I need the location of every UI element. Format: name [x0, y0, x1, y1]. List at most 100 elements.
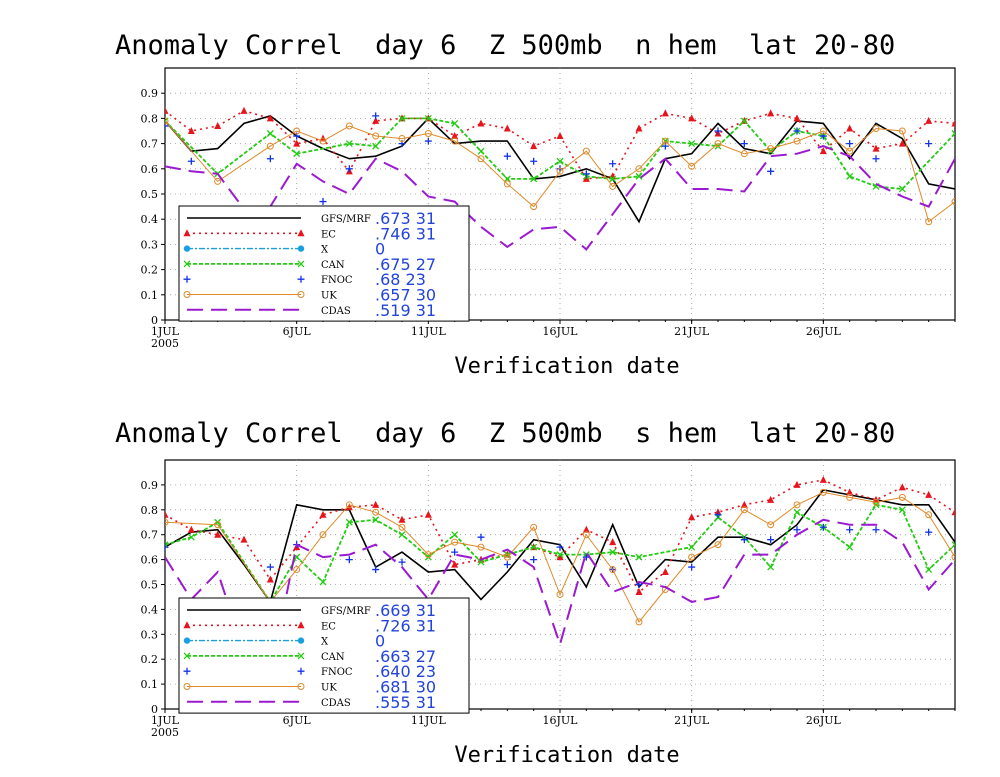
data-point: [714, 140, 722, 148]
data-point: [556, 167, 564, 175]
legend-marker: [183, 291, 191, 298]
legend-entry: UK .681 30: [183, 678, 436, 697]
series-line: [165, 518, 955, 676]
data-point: [740, 117, 748, 125]
data-point: [451, 560, 459, 568]
data-point: [451, 137, 459, 145]
data-point: [266, 563, 274, 571]
data-point: [819, 488, 827, 496]
data-point: [714, 511, 722, 519]
x-tick-label: 21JUL: [674, 714, 710, 727]
legend-marker: [297, 637, 305, 644]
series-line: [165, 120, 955, 223]
data-point: [372, 516, 380, 524]
data-point: [582, 170, 590, 178]
data-point: [530, 175, 538, 183]
chart-panel-north-hemisphere: Anomaly Correl day 6 Z 500mb n hem lat 2…: [115, 30, 956, 379]
data-point: [266, 130, 274, 137]
legend-model-score: .681 30: [375, 678, 436, 697]
data-point: [793, 508, 801, 516]
data-point: [635, 618, 643, 626]
data-point: [266, 575, 274, 583]
data-point: [477, 147, 485, 155]
data-point: [819, 127, 827, 135]
data-point: [503, 175, 511, 183]
legend-model-name: CAN: [321, 260, 345, 271]
legend-model-name: UK: [321, 683, 337, 694]
data-point: [530, 543, 538, 551]
data-point: [319, 198, 327, 206]
data-point: [530, 556, 538, 564]
data-point: [477, 558, 485, 566]
legend-model-name: CAN: [321, 652, 345, 663]
data-point: [898, 139, 906, 147]
data-point: [345, 501, 353, 509]
y-tick-label: 0.5: [141, 579, 159, 592]
data-point: [951, 508, 955, 516]
legend-model-name: X: [321, 637, 329, 648]
data-point: [319, 531, 327, 539]
legend-marker: [183, 637, 191, 644]
data-point: [214, 121, 222, 129]
data-point: [345, 556, 353, 564]
legend-entry: CDAS .519 31: [187, 301, 436, 320]
data-point: [635, 165, 643, 173]
data-point: [187, 525, 195, 533]
x-tick-label: 1JUL: [151, 325, 180, 338]
data-point: [898, 483, 906, 491]
data-point: [846, 140, 854, 148]
data-point: [530, 203, 538, 211]
data-point: [767, 536, 775, 544]
y-tick-label: 0.1: [141, 289, 159, 302]
y-tick-label: 0.9: [141, 87, 159, 100]
series-fnoc: [165, 112, 933, 206]
data-point: [372, 566, 380, 574]
chart-title: Anomaly Correl day 6 Z 500mb n hem lat 2…: [115, 30, 895, 61]
data-point: [165, 106, 169, 114]
series-cdas: [165, 518, 955, 676]
data-point: [688, 162, 696, 170]
data-point: [165, 117, 169, 125]
data-point: [398, 523, 406, 531]
x-tick-label: 11JUL: [411, 714, 447, 727]
data-point: [609, 538, 617, 546]
data-point: [951, 130, 955, 137]
x-tick-label: 21JUL: [674, 325, 710, 338]
legend-model-name: FNOC: [321, 275, 353, 286]
data-point: [240, 535, 248, 543]
legend-model-score: .669 31: [375, 601, 436, 620]
data-point: [187, 157, 195, 165]
chart-title: Anomaly Correl day 6 Z 500mb s hem lat 2…: [115, 418, 895, 449]
legend-model-score: .519 31: [375, 301, 436, 320]
data-point: [398, 114, 406, 122]
data-point: [609, 160, 617, 168]
data-point: [609, 175, 617, 183]
series-uk: [165, 488, 955, 626]
data-point: [582, 525, 590, 533]
legend-model-name: EC: [321, 229, 336, 240]
data-point: [398, 135, 406, 143]
data-point: [872, 498, 880, 506]
data-point: [319, 137, 327, 145]
data-point: [477, 155, 485, 163]
data-point: [925, 218, 933, 226]
data-point: [530, 523, 538, 531]
data-point: [872, 526, 880, 534]
data-point: [846, 124, 854, 132]
data-point: [767, 521, 775, 529]
legend-model-name: CDAS: [321, 306, 351, 317]
data-point: [925, 566, 933, 574]
y-tick-label: 0.5: [141, 188, 159, 201]
legend-model-score: .640 23: [375, 662, 436, 681]
data-point: [214, 530, 222, 538]
data-point: [609, 182, 617, 190]
data-point: [214, 177, 222, 185]
y-tick-label: 0.3: [141, 628, 159, 641]
data-point: [266, 142, 274, 150]
data-point: [424, 137, 432, 145]
data-point: [503, 124, 511, 132]
data-point: [925, 528, 933, 536]
data-point: [872, 144, 880, 152]
